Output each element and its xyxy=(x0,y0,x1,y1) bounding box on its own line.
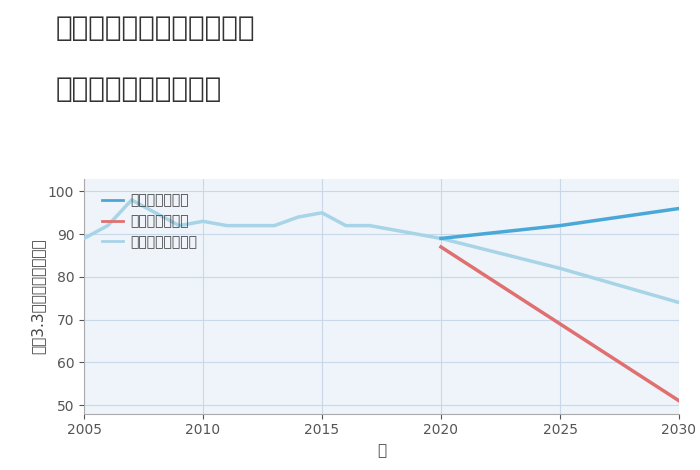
Y-axis label: 坪（3.3㎡）単価（万円）: 坪（3.3㎡）単価（万円） xyxy=(30,238,45,354)
Text: 兵庫県姫路市安富町三森の: 兵庫県姫路市安富町三森の xyxy=(56,14,255,42)
Legend: グッドシナリオ, バッドシナリオ, ノーマルシナリオ: グッドシナリオ, バッドシナリオ, ノーマルシナリオ xyxy=(97,188,203,255)
ノーマルシナリオ xyxy=(342,223,350,228)
ノーマルシナリオ xyxy=(556,266,564,271)
ノーマルシナリオ xyxy=(80,235,88,241)
バッドシナリオ xyxy=(556,321,564,327)
ノーマルシナリオ xyxy=(127,197,136,203)
ノーマルシナリオ xyxy=(175,223,183,228)
ノーマルシナリオ xyxy=(389,227,398,233)
ノーマルシナリオ xyxy=(318,210,326,216)
ノーマルシナリオ xyxy=(199,219,207,224)
X-axis label: 年: 年 xyxy=(377,443,386,458)
ノーマルシナリオ xyxy=(675,300,683,306)
Line: バッドシナリオ: バッドシナリオ xyxy=(441,247,679,401)
ノーマルシナリオ xyxy=(437,235,445,241)
ノーマルシナリオ xyxy=(413,231,421,237)
バッドシナリオ xyxy=(437,244,445,250)
ノーマルシナリオ xyxy=(223,223,231,228)
ノーマルシナリオ xyxy=(294,214,302,220)
ノーマルシナリオ xyxy=(151,210,160,216)
ノーマルシナリオ xyxy=(270,223,279,228)
バッドシナリオ xyxy=(675,398,683,404)
グッドシナリオ xyxy=(437,235,445,241)
グッドシナリオ xyxy=(556,223,564,228)
グッドシナリオ xyxy=(675,206,683,212)
ノーマルシナリオ xyxy=(246,223,255,228)
Text: 中古戸建ての価格推移: 中古戸建ての価格推移 xyxy=(56,75,223,103)
ノーマルシナリオ xyxy=(104,223,112,228)
Line: ノーマルシナリオ: ノーマルシナリオ xyxy=(84,200,679,303)
Line: グッドシナリオ: グッドシナリオ xyxy=(441,209,679,238)
ノーマルシナリオ xyxy=(365,223,374,228)
